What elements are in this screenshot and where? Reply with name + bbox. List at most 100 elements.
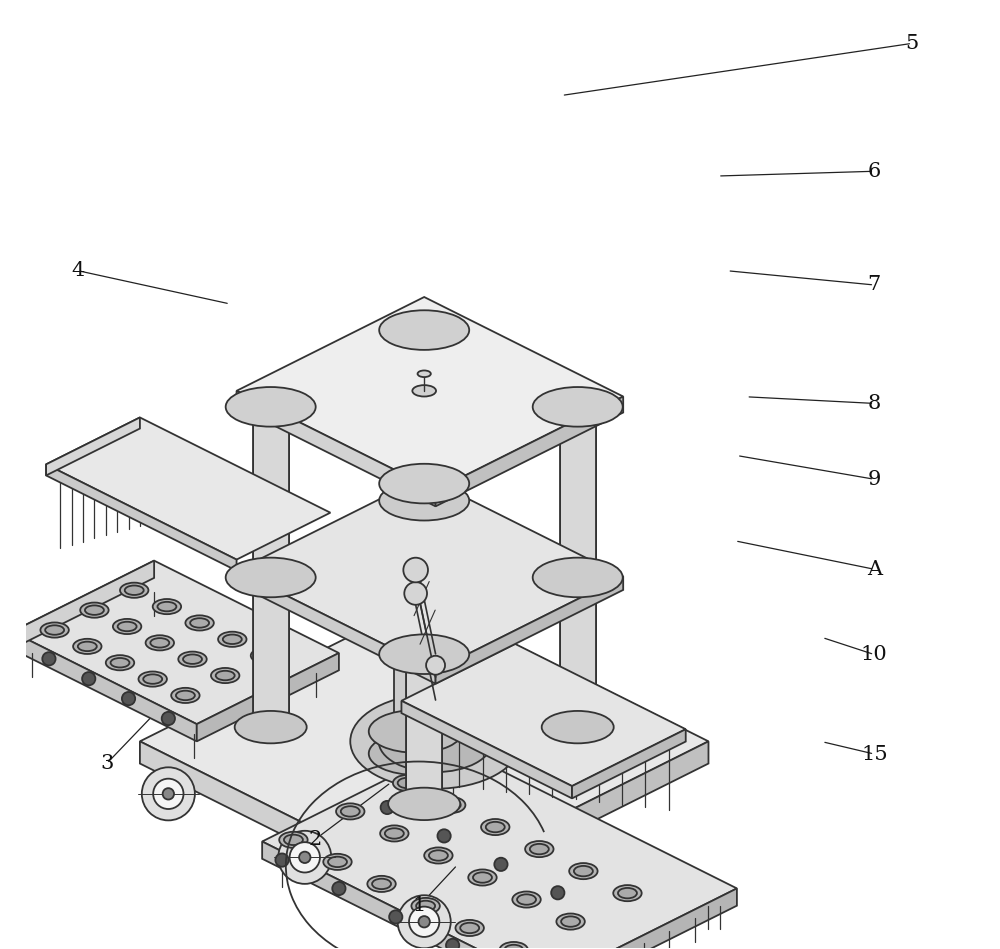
Ellipse shape bbox=[437, 797, 465, 813]
Polygon shape bbox=[424, 741, 708, 905]
Ellipse shape bbox=[171, 688, 200, 703]
Polygon shape bbox=[140, 599, 708, 884]
Ellipse shape bbox=[223, 635, 242, 644]
Ellipse shape bbox=[473, 872, 492, 883]
Ellipse shape bbox=[412, 385, 436, 397]
Polygon shape bbox=[197, 653, 339, 741]
Ellipse shape bbox=[388, 788, 460, 820]
Text: 5: 5 bbox=[906, 34, 919, 53]
Ellipse shape bbox=[284, 834, 303, 845]
Text: 15: 15 bbox=[861, 745, 888, 764]
Circle shape bbox=[290, 842, 320, 872]
Circle shape bbox=[404, 582, 427, 605]
Ellipse shape bbox=[143, 675, 162, 684]
Circle shape bbox=[278, 830, 331, 884]
Circle shape bbox=[275, 853, 289, 866]
Polygon shape bbox=[253, 407, 289, 727]
Polygon shape bbox=[546, 888, 737, 949]
Ellipse shape bbox=[125, 586, 144, 595]
Polygon shape bbox=[140, 741, 424, 905]
Ellipse shape bbox=[613, 885, 642, 902]
Polygon shape bbox=[406, 330, 442, 650]
Text: 10: 10 bbox=[861, 645, 888, 664]
Polygon shape bbox=[436, 397, 623, 507]
Ellipse shape bbox=[235, 711, 307, 743]
Polygon shape bbox=[12, 632, 197, 741]
Ellipse shape bbox=[574, 865, 593, 876]
Ellipse shape bbox=[388, 468, 460, 500]
Ellipse shape bbox=[176, 691, 195, 700]
Circle shape bbox=[332, 882, 346, 895]
Ellipse shape bbox=[218, 632, 247, 647]
Polygon shape bbox=[237, 476, 623, 670]
Ellipse shape bbox=[533, 558, 623, 597]
Circle shape bbox=[437, 829, 451, 843]
Ellipse shape bbox=[183, 655, 202, 664]
Circle shape bbox=[122, 692, 135, 705]
Ellipse shape bbox=[328, 857, 347, 867]
Ellipse shape bbox=[379, 464, 469, 503]
Polygon shape bbox=[262, 746, 737, 949]
Ellipse shape bbox=[388, 314, 460, 346]
Circle shape bbox=[494, 858, 508, 871]
Ellipse shape bbox=[372, 879, 391, 889]
Polygon shape bbox=[394, 588, 437, 732]
Polygon shape bbox=[436, 576, 623, 683]
Circle shape bbox=[426, 656, 445, 675]
Ellipse shape bbox=[618, 888, 637, 899]
Ellipse shape bbox=[500, 942, 528, 949]
Ellipse shape bbox=[157, 602, 176, 611]
Ellipse shape bbox=[336, 804, 364, 820]
Circle shape bbox=[446, 939, 459, 949]
Polygon shape bbox=[262, 842, 546, 949]
Text: 9: 9 bbox=[868, 470, 881, 489]
Ellipse shape bbox=[369, 733, 463, 775]
Ellipse shape bbox=[442, 800, 461, 810]
Ellipse shape bbox=[226, 387, 316, 427]
Polygon shape bbox=[401, 644, 686, 786]
Ellipse shape bbox=[512, 891, 541, 907]
Ellipse shape bbox=[226, 558, 316, 597]
Text: 6: 6 bbox=[868, 161, 881, 180]
Ellipse shape bbox=[517, 894, 536, 904]
Ellipse shape bbox=[235, 391, 307, 423]
Circle shape bbox=[398, 895, 451, 948]
Ellipse shape bbox=[190, 618, 209, 627]
Ellipse shape bbox=[106, 655, 134, 670]
Polygon shape bbox=[406, 484, 442, 804]
Ellipse shape bbox=[78, 642, 97, 651]
Ellipse shape bbox=[150, 638, 169, 647]
Polygon shape bbox=[572, 729, 686, 798]
Text: 3: 3 bbox=[100, 754, 113, 773]
Ellipse shape bbox=[369, 710, 463, 753]
Circle shape bbox=[153, 779, 183, 809]
Ellipse shape bbox=[504, 945, 523, 949]
Ellipse shape bbox=[379, 310, 469, 350]
Circle shape bbox=[389, 910, 402, 923]
Circle shape bbox=[409, 906, 439, 937]
Ellipse shape bbox=[393, 775, 421, 791]
Ellipse shape bbox=[388, 634, 460, 666]
Ellipse shape bbox=[455, 920, 484, 936]
Ellipse shape bbox=[45, 625, 64, 635]
Ellipse shape bbox=[468, 869, 497, 885]
Polygon shape bbox=[394, 732, 437, 754]
Polygon shape bbox=[12, 561, 154, 649]
Circle shape bbox=[142, 768, 195, 820]
Ellipse shape bbox=[542, 391, 614, 423]
Ellipse shape bbox=[138, 672, 167, 687]
Text: 4: 4 bbox=[72, 261, 85, 280]
Ellipse shape bbox=[185, 615, 214, 630]
Ellipse shape bbox=[40, 623, 69, 638]
Ellipse shape bbox=[416, 901, 435, 911]
Ellipse shape bbox=[369, 568, 463, 610]
Ellipse shape bbox=[80, 603, 109, 618]
Ellipse shape bbox=[279, 831, 308, 847]
Circle shape bbox=[299, 851, 310, 863]
Ellipse shape bbox=[350, 694, 521, 789]
Ellipse shape bbox=[178, 652, 207, 667]
Circle shape bbox=[551, 886, 564, 900]
Ellipse shape bbox=[533, 387, 623, 427]
Circle shape bbox=[419, 916, 430, 927]
Text: 2: 2 bbox=[309, 829, 322, 848]
